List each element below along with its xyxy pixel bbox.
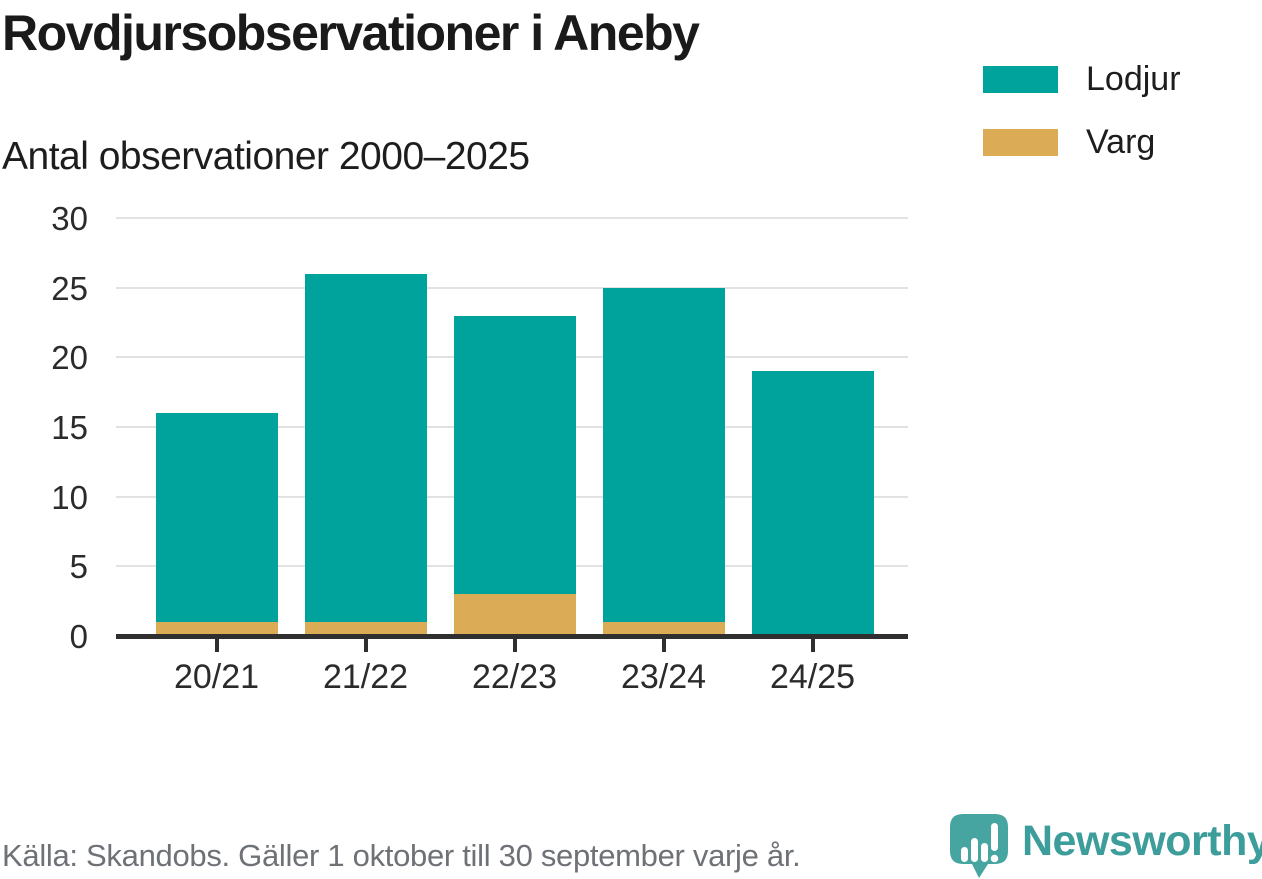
y-axis-tick-label: 5 [69,548,88,586]
bar-segment-lodjur-23/24 [602,287,725,623]
bar-segment-varg-20/21 [155,622,278,636]
x-axis-tick [512,639,517,652]
brand-name: Newsworthy [1022,817,1262,865]
y-axis-tick-label: 0 [69,618,88,655]
bar-segment-lodjur-21/22 [304,273,427,623]
source-caption: Källa: Skandobs. Gäller 1 oktober till 3… [2,838,801,873]
x-axis-tick [363,639,368,652]
legend-label: Lodjur [1086,60,1181,98]
chart-legend: Lodjur Varg [983,62,1181,188]
x-axis-tick [214,639,219,652]
chart-subtitle: Antal observationer 2000–2025 [2,135,530,178]
bar-segment-varg-22/23 [453,594,576,636]
newsworthy-logo-icon [950,814,1008,878]
y-axis-tick-label: 30 [51,200,88,237]
y-axis-tick-label: 25 [51,269,88,307]
legend-swatch-lodjur [983,65,1058,93]
legend-swatch-varg [983,128,1058,156]
legend-item-varg: Varg [983,125,1181,159]
gridline-y25 [116,286,908,289]
y-axis-tick-label: 10 [51,478,88,516]
x-axis-tick-label: 23/24 [620,658,707,696]
x-axis-tick [661,639,666,652]
legend-item-lodjur: Lodjur [983,62,1181,96]
bar-segment-varg-21/22 [304,622,427,636]
bar-segment-lodjur-24/25 [751,371,874,636]
bar-segment-lodjur-20/21 [155,413,278,623]
bar-segment-varg-23/24 [602,622,725,636]
x-axis-tick-label: 21/22 [322,658,409,696]
x-axis-tick-label: 22/23 [471,658,558,696]
x-axis-tick-label: 24/25 [769,658,856,696]
x-axis-tick-label: 20/21 [173,658,260,696]
page-title: Rovdjursobservationer i Aneby [2,5,700,61]
brand-logo: Newsworthy [948,810,1262,879]
gridline-y30 [116,217,908,219]
x-axis-tick [810,639,815,652]
y-axis-tick-label: 15 [51,409,88,446]
bar-segment-lodjur-22/23 [453,315,576,595]
y-axis-tick-label: 20 [51,339,88,377]
legend-label: Varg [1086,123,1156,161]
x-axis-line [116,634,908,639]
stacked-bar-chart: 0 5 10 15 20 25 30 20/21 21/22 22/23 23/24 24/25 [0,200,1262,720]
